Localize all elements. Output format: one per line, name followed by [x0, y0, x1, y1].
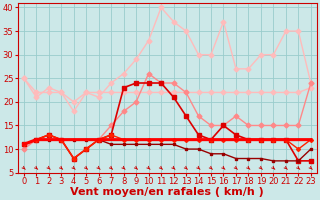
X-axis label: Vent moyen/en rafales ( km/h ): Vent moyen/en rafales ( km/h )	[70, 187, 264, 197]
